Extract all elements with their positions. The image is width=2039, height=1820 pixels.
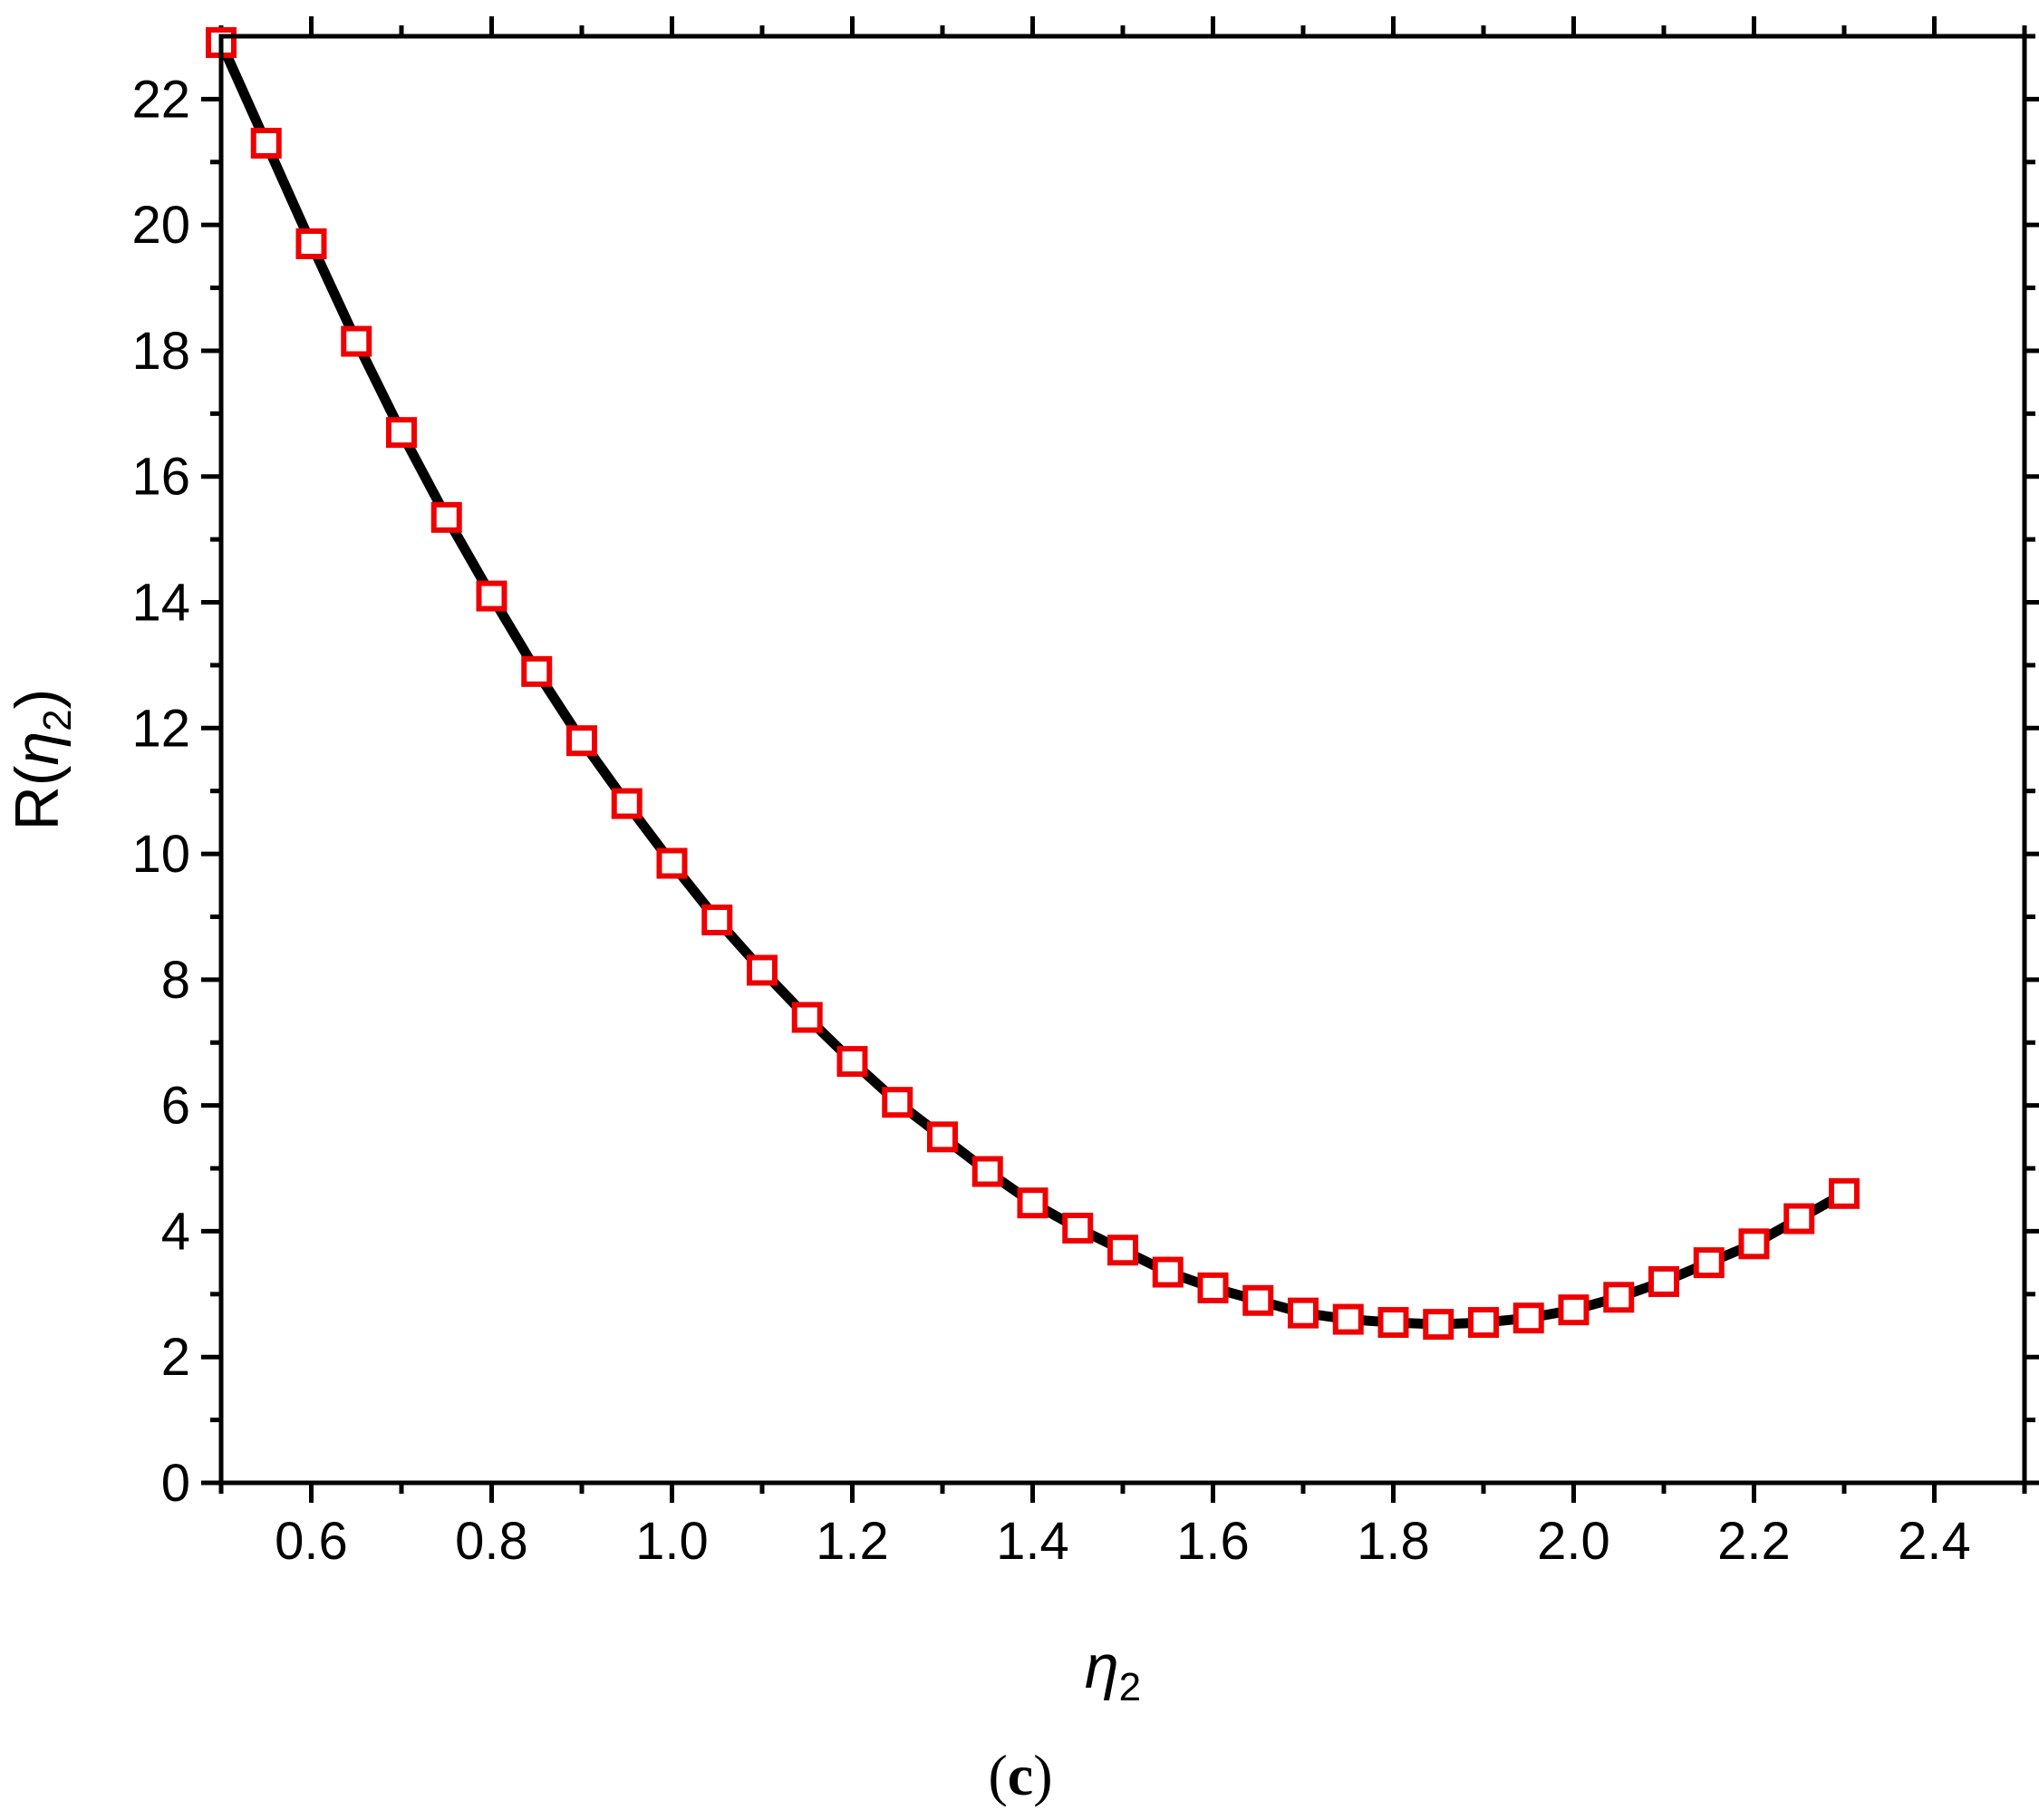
data-point-marker <box>521 655 553 687</box>
data-point-marker <box>341 325 372 357</box>
x-axis-title-symbol: η <box>1085 1632 1119 1701</box>
x-tick-label: 1.2 <box>816 1512 889 1571</box>
axis-ticks <box>201 16 2039 1503</box>
x-axis-title: η2 <box>1085 1632 1141 1709</box>
y-axis-title: R(η2) <box>3 689 80 831</box>
y-tick-label: 14 <box>131 574 190 633</box>
y-tick-label: 20 <box>131 196 190 255</box>
y-tick-label: 12 <box>131 699 190 758</box>
y-tick-label: 4 <box>161 1202 190 1261</box>
series <box>221 37 1850 1330</box>
x-tick-label: 0.6 <box>275 1512 348 1571</box>
x-tick-label: 1.8 <box>1357 1512 1430 1571</box>
data-point-marker <box>1783 1203 1815 1234</box>
data-point-marker <box>971 1156 1003 1187</box>
data-point-marker <box>1468 1307 1499 1339</box>
panel-label-open: ( <box>988 1743 1007 1807</box>
series-line <box>221 37 1850 1330</box>
data-point-marker <box>1288 1297 1319 1329</box>
y-axis-title-suffix: ) <box>3 689 72 710</box>
data-point-marker <box>1512 1302 1544 1334</box>
panel-label-close: ) <box>1033 1743 1052 1807</box>
y-tick-label: 22 <box>131 70 190 129</box>
y-axis-title-prefix: R( <box>3 765 72 830</box>
y-tick-label: 8 <box>161 951 190 1010</box>
data-point-marker <box>1107 1234 1138 1266</box>
data-point-marker <box>1829 1177 1860 1209</box>
data-point-marker <box>882 1087 913 1118</box>
data-point-marker <box>791 1002 823 1033</box>
panel-label-letter: c <box>1008 1743 1033 1807</box>
data-point-marker <box>1242 1284 1274 1316</box>
data-point-marker <box>1738 1228 1770 1260</box>
data-point-marker <box>430 501 462 533</box>
data-point-marker <box>656 847 688 879</box>
y-tick-label: 16 <box>131 448 190 507</box>
y-tick-label: 18 <box>131 322 190 381</box>
x-tick-label: 1.4 <box>996 1512 1069 1571</box>
data-point-marker <box>1558 1294 1590 1326</box>
data-point-marker <box>295 228 327 259</box>
y-tick-label: 10 <box>131 825 190 884</box>
data-point-marker <box>386 417 417 449</box>
markers <box>206 26 1860 1341</box>
data-point-marker <box>1603 1282 1635 1313</box>
y-tick-label: 6 <box>161 1077 190 1136</box>
data-point-marker <box>250 127 282 159</box>
data-point-marker <box>476 580 507 612</box>
x-tick-label: 2.2 <box>1717 1512 1791 1571</box>
data-point-marker <box>611 788 643 819</box>
y-axis-title-subscript: 2 <box>35 709 80 731</box>
data-point-marker <box>566 725 597 757</box>
data-point-marker <box>1152 1256 1184 1288</box>
x-tick-label: 2.0 <box>1537 1512 1610 1571</box>
panel-label: (c) <box>988 1743 1052 1807</box>
y-tick-label: 0 <box>161 1454 190 1513</box>
x-axis-title-subscript: 2 <box>1119 1665 1141 1709</box>
data-point-marker <box>1377 1307 1409 1339</box>
data-point-marker <box>1423 1309 1454 1341</box>
plot-frame <box>218 34 2027 1486</box>
data-point-marker <box>747 954 778 986</box>
data-point-marker <box>927 1121 958 1153</box>
data-point-marker <box>836 1046 868 1078</box>
x-tick-label: 1.0 <box>635 1512 709 1571</box>
data-point-marker <box>1197 1272 1229 1303</box>
x-tick-label: 1.6 <box>1176 1512 1250 1571</box>
data-point-marker <box>701 904 733 935</box>
x-tick-label: 0.8 <box>455 1512 528 1571</box>
y-axis-title-symbol: η <box>3 731 72 766</box>
tick-labels: 0.6 0.8 1.0 1.2 1.4 1.6 1.8 2.0 2.2 2.4 0 2 4 6 8 10 12 1… <box>131 70 1970 1571</box>
data-point-marker <box>1017 1187 1048 1219</box>
data-point-marker <box>1693 1247 1725 1279</box>
data-point-marker <box>1062 1212 1094 1244</box>
data-point-marker <box>1648 1265 1679 1297</box>
x-tick-label: 2.4 <box>1898 1512 1971 1571</box>
data-point-marker <box>1332 1303 1364 1335</box>
y-tick-label: 2 <box>161 1328 190 1387</box>
